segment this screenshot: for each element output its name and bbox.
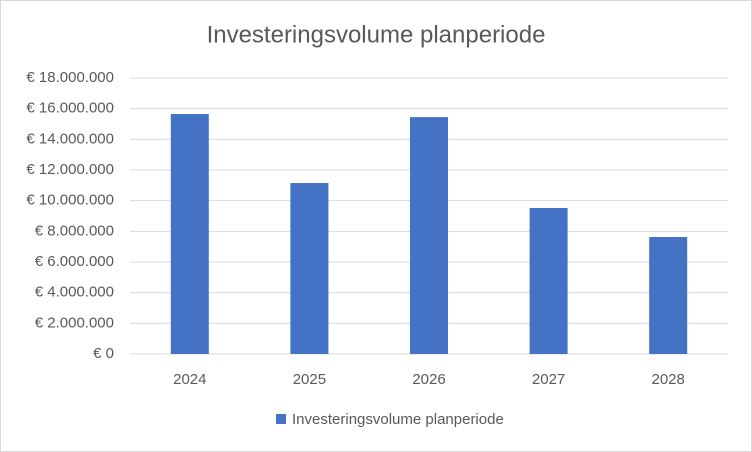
y-tick-label: € 16.000.000 <box>26 100 114 117</box>
bar <box>170 114 209 355</box>
bar <box>649 237 688 354</box>
y-tick-label: € 4.000.000 <box>35 284 114 301</box>
x-tick-label: 2028 <box>652 371 685 388</box>
y-tick-label: € 14.000.000 <box>26 130 114 147</box>
y-tick-label: € 2.000.000 <box>35 314 114 331</box>
bar <box>529 208 568 354</box>
x-tick-label: 2027 <box>532 371 565 388</box>
y-tick-label: € 18.000.000 <box>26 69 114 86</box>
bar <box>410 117 448 354</box>
y-tick-label: € 8.000.000 <box>35 222 114 239</box>
y-tick-label: € 12.000.000 <box>26 161 114 178</box>
y-tick-label: € 6.000.000 <box>35 253 114 270</box>
legend-label: Investeringsvolume planperiode <box>292 411 504 428</box>
y-tick-label: € 0 <box>93 345 114 362</box>
y-tick-label: € 10.000.000 <box>26 192 114 209</box>
legend-swatch <box>276 414 286 424</box>
x-tick-label: 2025 <box>293 371 326 388</box>
x-tick-label: 2024 <box>173 371 206 388</box>
bar <box>290 183 329 354</box>
chart-title: Investeringsvolume planperiode <box>207 21 546 48</box>
x-tick-label: 2026 <box>412 371 445 388</box>
